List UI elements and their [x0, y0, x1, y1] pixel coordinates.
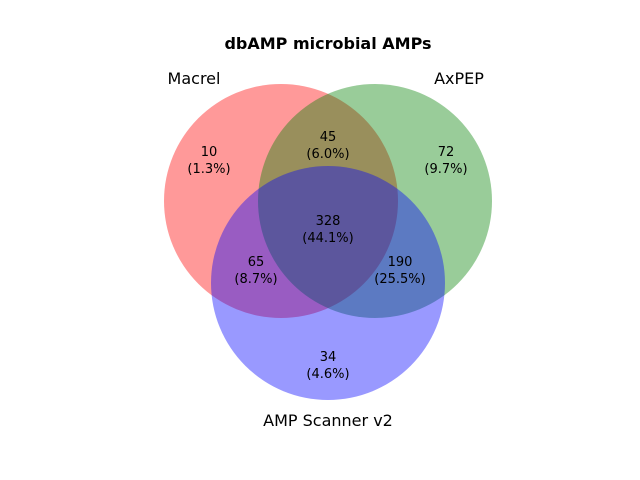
region-count: 65: [248, 255, 265, 270]
region-percent: (8.7%): [234, 272, 277, 287]
region-count: 190: [388, 255, 413, 270]
region-percent: (4.6%): [306, 367, 349, 382]
set-label-macrel: Macrel: [168, 69, 221, 88]
set-label-amp-scanner-v2: AMP Scanner v2: [263, 411, 393, 430]
set-circle-macrel: [164, 84, 398, 318]
region-axpep-only: 72 (9.7%): [424, 145, 467, 177]
region-amp-scanner-only: 34 (4.6%): [306, 350, 349, 382]
region-count: 328: [316, 214, 341, 229]
region-percent: (9.7%): [424, 162, 467, 177]
set-circle-amp-scanner-v2: [211, 166, 445, 400]
region-percent: (6.0%): [306, 147, 349, 162]
region-count: 34: [320, 350, 337, 365]
region-percent: (1.3%): [187, 162, 230, 177]
region-count: 10: [201, 145, 218, 160]
region-macrel-only: 10 (1.3%): [187, 145, 230, 177]
region-count: 72: [438, 145, 455, 160]
region-macrel-amp-scanner: 65 (8.7%): [234, 255, 277, 287]
region-count: 45: [320, 130, 337, 145]
region-macrel-axpep: 45 (6.0%): [306, 130, 349, 162]
region-percent: (44.1%): [302, 231, 353, 246]
set-label-axpep: AxPEP: [434, 69, 484, 88]
chart-title: dbAMP microbial AMPs: [224, 34, 431, 53]
region-all-three: 328 (44.1%): [302, 214, 353, 246]
set-circle-axpep: [258, 84, 492, 318]
region-percent: (25.5%): [374, 272, 425, 287]
region-axpep-amp-scanner: 190 (25.5%): [374, 255, 425, 287]
